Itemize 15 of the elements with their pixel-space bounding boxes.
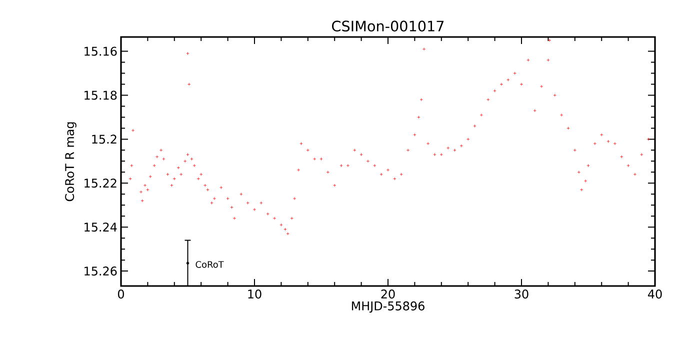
x-tick-label: 0 [118,290,124,299]
x-tick-label: 20 [381,290,395,299]
y-tick-label: 15.26 [84,266,117,276]
y-tick-label: 15.18 [84,90,117,100]
y-tick-label: 15.24 [84,222,117,232]
chart-title: CSIMon-001017 [332,20,444,32]
y-tick-label: 15.22 [84,178,116,188]
y-tick-label: 15.2 [92,134,116,144]
x-tick-label: 30 [514,290,528,299]
x-tick-label: 10 [248,290,262,299]
y-tick-label: 15.16 [84,46,117,56]
annotation: CoRoT [196,261,224,268]
x-tick-label: 40 [648,290,662,299]
x-axis-title: MHJD-55896 [352,301,424,313]
y-axis-title: CoRoT R mag [65,122,76,202]
